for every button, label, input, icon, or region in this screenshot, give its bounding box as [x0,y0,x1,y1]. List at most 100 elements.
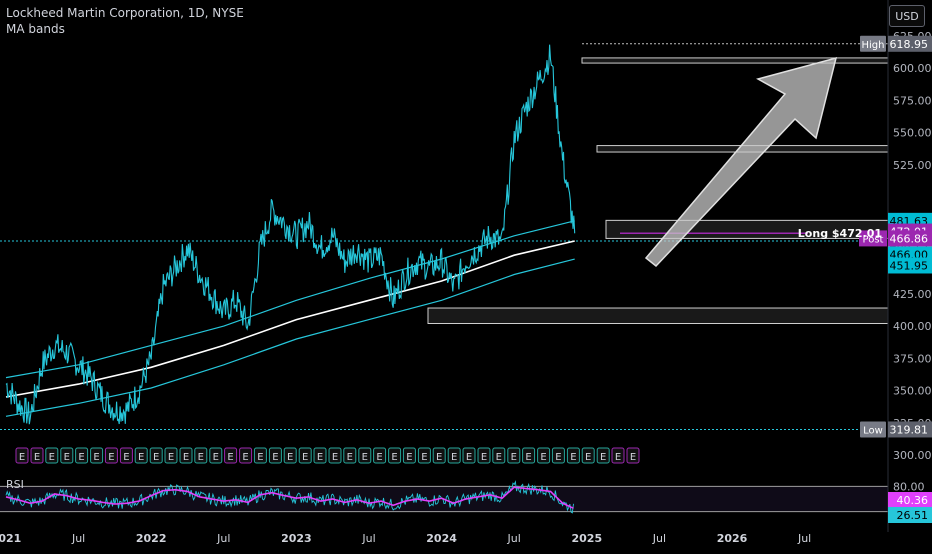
earnings-marker-letter: E [153,452,159,463]
earnings-marker-box [432,447,446,464]
earnings-marker-letter: E [466,452,472,463]
rsi-badge-text: 26.51 [897,509,929,522]
post-tag-label: Post [863,234,884,245]
earnings-marker-box [268,447,282,464]
earnings-marker-letter: E [585,452,591,463]
earnings-marker-letter: E [64,452,70,463]
y-tick-label: 350.00 [893,385,932,398]
earnings-marker-letter: E [406,452,412,463]
rsi-smoothed-line [5,486,574,510]
earnings-marker-box [104,447,118,464]
earnings-marker-box [417,447,431,464]
x-tick-label: Jul [216,532,230,545]
ma-upper-band [5,220,575,379]
earnings-marker-letter: E [421,452,427,463]
earnings-marker-box [90,447,104,464]
earnings-marker-letter: E [108,452,114,463]
earnings-marker-box [60,447,74,464]
x-tick-label: Jul [652,532,666,545]
arrow-layer [644,56,838,268]
earnings-marker-letter: E [347,452,353,463]
rsi-tick-label: 80.00 [893,480,925,493]
rsi-pane-label: RSI [6,478,24,491]
earnings-marker-box [447,447,461,464]
currency-button[interactable]: USD [889,5,925,27]
earnings-marker-box [388,447,402,464]
y-tick-label: 400.00 [893,320,932,333]
ma-lower-band [5,258,575,417]
earnings-marker-letter: E [570,452,576,463]
earnings-marker-letter: E [615,452,621,463]
low-value-text: 319.81 [890,423,929,436]
badge-layer: High618.95Low319.81481.63472.01466.79466… [798,35,932,523]
x-tick-label: 2025 [571,532,602,545]
high-value-text: 618.95 [890,38,929,51]
price-badge-text: 451.95 [890,259,929,272]
rsi-layer [0,480,888,514]
rsi-badge-text: 40.36 [897,494,929,507]
price-layer [5,44,576,425]
earnings-marker-box [492,447,506,464]
zone-rect-3 [427,307,889,324]
earnings-marker-box [373,447,387,464]
x-tick-label: 2021 [0,532,21,545]
earnings-marker-letter: E [511,452,517,463]
earnings-marker-box [566,447,580,464]
low-tag-label: Low [863,425,883,436]
earnings-marker-letter: E [287,452,293,463]
earnings-marker-letter: E [302,452,308,463]
high-tag-label: High [862,40,885,51]
earnings-marker-letter: E [555,452,561,463]
earnings-marker-box [581,447,595,464]
x-tick-label: Jul [507,532,521,545]
y-tick-label: 300.00 [893,449,932,462]
long-position-label: Long $472.01 [798,227,882,240]
earnings-marker-box [522,447,536,464]
earnings-marker-box [164,447,178,464]
earnings-marker-box [596,447,610,464]
earnings-marker-box [119,447,133,464]
x-tick-label: Jul [797,532,811,545]
zone-rect-0 [581,57,889,64]
earnings-marker-letter: E [213,452,219,463]
earnings-marker-box [611,447,625,464]
post-value-box [888,230,932,247]
earnings-marker-box [179,447,193,464]
earnings-marker-letter: E [630,452,636,463]
earnings-marker-letter: E [183,452,189,463]
earnings-marker-letter: E [49,452,55,463]
post-tag-box [859,230,887,247]
earnings-marker-letter: E [34,452,40,463]
high-value-box [888,35,932,52]
ma-middle-line [5,240,575,398]
earnings-marker-letter: E [138,452,144,463]
y-tick-label: 525.00 [893,159,932,172]
y-tick-label: 575.00 [893,94,932,107]
earnings-marker-box [75,447,89,464]
earnings-marker-box [402,447,416,464]
earnings-marker-box [313,447,327,464]
y-tick-label: 375.00 [893,352,932,365]
rsi-badge-box [888,507,932,523]
trend-arrow [644,56,838,268]
earnings-marker-letter: E [525,452,531,463]
earnings-marker-box [358,447,372,464]
rsi-badge-box [888,492,932,508]
earnings-marker-box [343,447,357,464]
indicator-label: MA bands [6,22,65,36]
x-tick-label: Jul [361,532,375,545]
x-tick-label: Jul [71,532,85,545]
y-tick-label: 425.00 [893,288,932,301]
low-value-box [888,421,932,438]
earnings-marker-letter: E [376,452,382,463]
earnings-marker-box [239,447,253,464]
earnings-marker-letter: E [227,452,233,463]
earnings-marker-letter: E [93,452,99,463]
x-tick-label: 2026 [717,532,748,545]
earnings-marker-box [477,447,491,464]
earnings-marker-box [283,447,297,464]
earnings-marker-letter: E [451,452,457,463]
